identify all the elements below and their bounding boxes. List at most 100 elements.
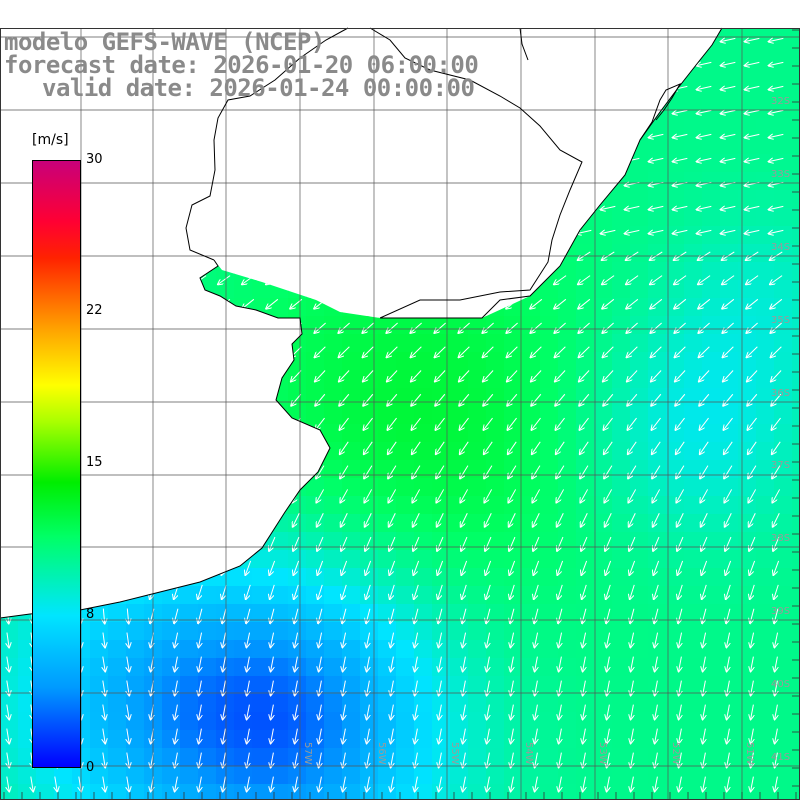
field-cell [558,694,577,713]
field-cell [342,460,361,479]
wind-arrow [343,752,346,768]
wind-arrow [7,656,9,672]
field-cell [108,694,127,713]
field-cell [702,244,721,263]
wind-arrow [459,370,470,382]
field-cell [756,496,775,515]
field-cell [558,424,577,443]
wind-arrow [342,584,347,599]
field-cell [522,586,541,605]
wind-arrow [676,489,685,502]
wind-arrow [745,158,760,161]
field-cell [0,622,19,641]
field-cell [576,496,595,515]
longitude-label: 51W [744,742,755,765]
field-cell [630,496,649,515]
wind-arrow [750,584,755,599]
wind-arrow [295,728,298,744]
field-cell [612,568,631,587]
field-cell [774,676,793,695]
field-cell [360,622,379,641]
field-cell [108,748,127,767]
colorbar-unit: [m/s] [32,132,69,148]
field-cell [720,406,739,425]
field-cell [540,766,559,785]
field-cell [360,712,379,731]
field-cell [342,748,361,767]
field-cell [648,334,667,353]
field-cell [234,658,253,677]
wind-arrow [771,346,782,357]
field-cell [198,586,217,605]
wind-arrow [199,704,202,720]
field-cell [594,622,613,641]
field-cell [792,766,800,785]
wind-arrow [655,704,658,720]
field-cell [288,676,307,695]
field-cell [792,226,800,245]
wind-arrow [367,704,370,720]
field-cell [558,442,577,461]
field-cell [738,244,757,263]
wind-arrow [291,370,302,382]
wind-arrow [436,441,445,454]
field-cell [576,658,595,677]
field-cell [18,766,37,785]
wind-arrow [462,632,465,648]
field-cell [738,550,757,569]
field-cell [324,478,343,497]
wind-arrow [365,560,372,575]
wind-arrow [532,441,541,454]
wind-arrow [389,560,396,575]
field-cell [576,424,595,443]
wind-arrow [773,513,780,526]
field-cell [504,694,523,713]
wind-arrow [770,275,783,285]
wind-arrow [745,206,760,209]
field-cell [612,388,631,407]
wind-arrow [628,489,637,502]
field-cell [684,658,703,677]
field-cell [414,460,433,479]
wind-arrow [222,584,227,599]
field-cell [468,712,487,731]
field-cell [612,532,631,551]
field-cell [252,766,271,785]
field-cell [738,280,757,299]
wind-arrow [629,513,636,526]
field-cell [432,694,451,713]
wind-arrow [745,134,760,137]
field-cell [0,676,19,695]
wind-arrow [679,728,682,744]
field-cell [792,496,800,515]
wind-arrow [362,322,374,333]
wind-arrow [484,489,493,502]
field-cell [630,640,649,659]
field-cell [630,748,649,767]
field-cell [324,694,343,713]
field-cell [360,748,379,767]
field-cell [18,694,37,713]
wind-arrow [631,776,634,792]
field-cell [756,532,775,551]
field-cell [396,640,415,659]
wind-arrow [199,776,202,792]
field-cell [792,622,800,641]
field-cell [468,532,487,551]
field-cell [684,766,703,785]
field-cell [306,478,325,497]
field-cell [702,676,721,695]
field-cell [504,748,523,767]
field-cell [666,208,685,227]
field-cell [612,244,631,263]
field-cell [396,694,415,713]
wind-arrow [103,752,105,768]
field-cell [684,244,703,263]
field-cell [306,676,325,695]
field-cell [684,568,703,587]
wind-arrow [533,560,540,575]
wind-arrow [650,298,663,308]
wind-arrow [773,560,780,575]
field-cell [540,298,559,317]
field-cell [324,388,343,407]
